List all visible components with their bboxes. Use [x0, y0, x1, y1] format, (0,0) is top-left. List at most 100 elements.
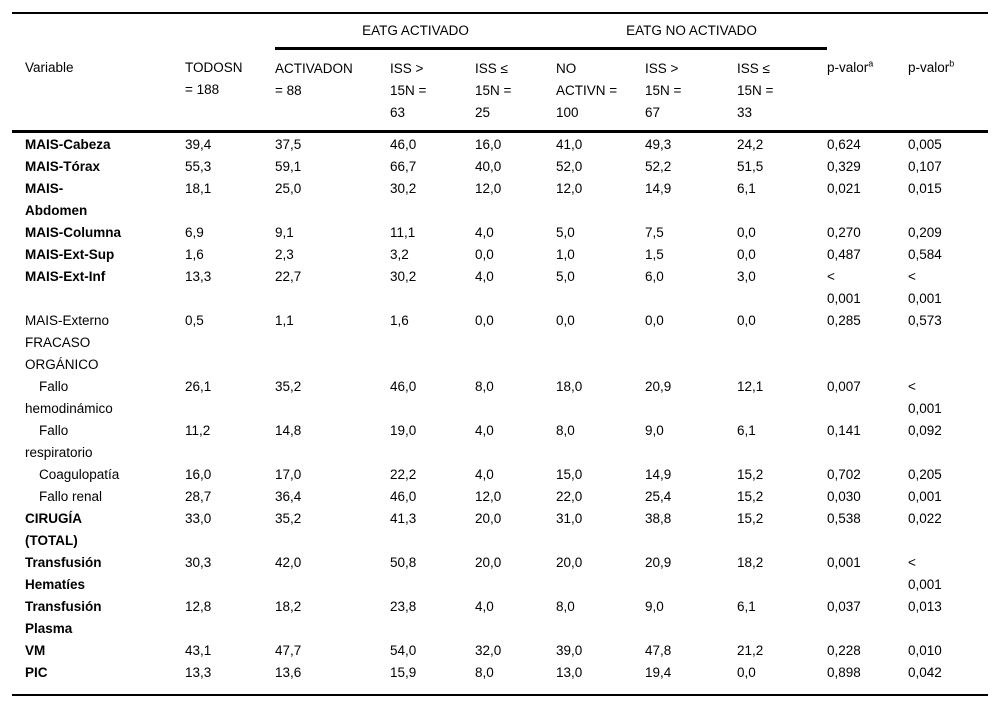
table-row: MAIS-Ext-Sup 1,6 2,3 3,2 0,0 1,0 1,5 0,0 0,487 0,… — [12, 244, 988, 266]
cell-value: 0,0 — [737, 665, 756, 680]
cell-value: 4,0 — [475, 423, 494, 438]
table-row: FRACASO ORGÁNICO — [12, 332, 988, 376]
cell-value: 43,1 — [185, 643, 212, 658]
cell-value: 7,5 — [645, 225, 664, 240]
table-body: MAIS-Cabeza 39,4 37,5 46,0 16,0 41,0 49,3 24,2 0… — [12, 132, 988, 695]
cell-value: 15,2 — [737, 467, 764, 482]
column-header: TODOSN = 188 — [185, 48, 275, 133]
row-label: MAIS-Tórax — [25, 159, 101, 174]
cell-value: 0,584 — [908, 247, 942, 262]
cell-value: 8,0 — [556, 423, 575, 438]
cell-value: 55,3 — [185, 159, 212, 174]
cell-value: 0,270 — [827, 225, 861, 240]
cell-value: 0,487 — [827, 247, 861, 262]
cell-value: 0,015 — [908, 181, 942, 196]
cell-value — [908, 332, 988, 376]
cell-value — [185, 332, 275, 376]
table-row: Transfusión Hematíes 30,3 42,0 50,8 20,0 20,0… — [12, 552, 988, 596]
cell-value: 0,0 — [737, 247, 756, 262]
column-header: ACTIVADON = 88 — [275, 48, 390, 133]
cell-value: 12,1 — [737, 379, 764, 394]
cell-value: 11,2 — [185, 423, 211, 438]
results-table: EATG ACTIVADO EATG NO ACTIVADO Variable T… — [12, 14, 988, 694]
cell-value: 9,0 — [645, 423, 664, 438]
cell-value: 46,0 — [390, 137, 417, 152]
cell-value: 6,9 — [185, 225, 204, 240]
cell-value: < 0,001 — [908, 269, 942, 306]
cell-value: 0,005 — [908, 137, 942, 152]
cell-value: 47,8 — [645, 643, 672, 658]
cell-value — [737, 332, 827, 376]
row-label: FRACASO ORGÁNICO — [25, 335, 99, 372]
cell-value: 20,9 — [645, 555, 672, 570]
row-label: VM — [25, 643, 46, 658]
row-label: Transfusión Plasma — [25, 599, 102, 636]
cell-value: 0,0 — [475, 313, 494, 328]
table-row: MAIS-Columna 6,9 9,1 11,1 4,0 5,0 7,5 0,0 0,270 0… — [12, 222, 988, 244]
cell-value: 4,0 — [475, 467, 494, 482]
row-label: MAIS-Externo — [25, 313, 110, 328]
cell-value: 20,0 — [475, 555, 502, 570]
column-header-label: Variable — [25, 59, 74, 75]
cell-value: 12,0 — [475, 489, 502, 504]
cell-value — [556, 332, 645, 376]
row-label: Transfusión Hematíes — [25, 555, 102, 592]
cell-value: 0,0 — [737, 313, 756, 328]
cell-value: 0,092 — [908, 423, 942, 438]
cell-value: 30,2 — [390, 181, 417, 196]
cell-value: 15,0 — [556, 467, 583, 482]
cell-value: 30,2 — [390, 269, 417, 284]
cell-value: 18,0 — [556, 379, 583, 394]
row-label: Fallo respiratorio — [25, 423, 93, 460]
row-label: MAIS-Ext-Sup — [25, 247, 115, 262]
cell-value: 39,0 — [556, 643, 583, 658]
cell-value: 66,7 — [390, 159, 417, 174]
cell-value: 0,042 — [908, 665, 942, 680]
cell-value: 0,141 — [827, 423, 861, 438]
cell-value: 35,2 — [275, 379, 302, 394]
row-label: Fallo hemodinámico — [25, 379, 113, 416]
cell-value: 46,0 — [390, 379, 417, 394]
cell-value: 0,898 — [827, 665, 861, 680]
group-header-eatg-activado: EATG ACTIVADO — [275, 14, 556, 50]
cell-value: 0,001 — [908, 489, 942, 504]
cell-value: 0,013 — [908, 599, 942, 614]
cell-value: 36,4 — [275, 489, 302, 504]
column-header-label: ACTIVADON = 88 — [275, 61, 353, 98]
cell-value: 0,030 — [827, 489, 861, 504]
cell-value: 1,6 — [390, 313, 409, 328]
cell-value: 23,8 — [390, 599, 417, 614]
table-row: Fallo respiratorio 11,2 14,8 19,0 4,0 8,0 9,0 6… — [12, 420, 988, 464]
cell-value: 0,209 — [908, 225, 942, 240]
cell-value: 54,0 — [390, 643, 417, 658]
row-label: Fallo renal — [39, 489, 103, 504]
table-row: VM 43,1 47,7 54,0 32,0 39,0 47,8 21,2 0,228 0,010 — [12, 640, 988, 662]
cell-value: 24,2 — [737, 137, 764, 152]
cell-value: 30,3 — [185, 555, 212, 570]
cell-value: 0,107 — [908, 159, 942, 174]
cell-value: 20,9 — [645, 379, 672, 394]
cell-value: 0,285 — [827, 313, 861, 328]
cell-value: 13,0 — [556, 665, 583, 680]
cell-value — [275, 332, 390, 376]
column-header: p-valora — [827, 48, 908, 133]
cell-value — [645, 332, 737, 376]
cell-value: 0,624 — [827, 137, 861, 152]
cell-value: 0,0 — [645, 313, 664, 328]
cell-value: 0,0 — [556, 313, 575, 328]
cell-value: 31,0 — [556, 511, 583, 526]
column-header-superscript: a — [868, 58, 874, 68]
cell-value: 18,2 — [737, 555, 764, 570]
cell-value: < 0,001 — [908, 379, 942, 416]
row-label: PIC — [25, 665, 48, 680]
cell-value: 9,1 — [275, 225, 294, 240]
cell-value: 33,0 — [185, 511, 212, 526]
table-row: MAIS- Abdomen 18,1 25,0 30,2 12,0 12,0 14,9 6,1… — [12, 178, 988, 222]
cell-value — [827, 332, 908, 376]
cell-value: 16,0 — [185, 467, 212, 482]
cell-value: 28,7 — [185, 489, 212, 504]
table-row: MAIS-Tórax 55,3 59,1 66,7 40,0 52,0 52,2 51,5 0,… — [12, 156, 988, 178]
cell-value: 14,8 — [275, 423, 302, 438]
table-row: PIC 13,3 13,6 15,9 8,0 13,0 19,4 0,0 0,898 0,042 — [12, 662, 988, 694]
cell-value: 22,0 — [556, 489, 583, 504]
